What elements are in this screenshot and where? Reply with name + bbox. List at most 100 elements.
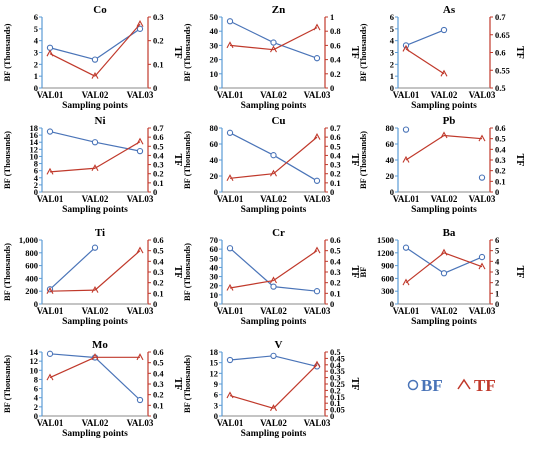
bf-point	[270, 152, 277, 159]
left-axis-label: BF (Thousands)	[182, 243, 192, 301]
left-axis-label: BF (Thousands)	[182, 355, 192, 413]
tf-point	[46, 373, 54, 381]
bf-line-segment	[405, 29, 445, 46]
tf-point	[402, 278, 410, 286]
left-tick-label: 1	[34, 71, 38, 81]
left-tick-label: 10	[30, 365, 39, 375]
left-tick-label: 0	[214, 299, 218, 309]
right-tick-label: 0.2	[153, 390, 164, 400]
bf-point	[478, 253, 486, 261]
right-tick-label: 0.8	[330, 26, 341, 36]
left-tick-label: 4	[34, 36, 39, 46]
tf-point	[91, 72, 99, 79]
left-tick-label: 5	[390, 24, 394, 34]
right-tick-label: 0.1	[153, 178, 164, 188]
left-axis-label: BF (Thousands)	[182, 131, 192, 189]
x-tick-label: VAL02	[260, 194, 287, 204]
left-tick-label: 3	[390, 48, 394, 58]
left-tick-label: 50	[210, 253, 219, 263]
tf-line-segment	[49, 356, 96, 379]
tf-point	[402, 155, 410, 163]
tf-line-segment	[229, 394, 274, 409]
right-axis-label: TF	[172, 266, 183, 279]
right-tick-label: 0.05	[330, 405, 345, 415]
left-tick-label: 40	[210, 155, 219, 165]
bf-point	[226, 129, 234, 136]
left-tick-label: 0	[34, 411, 38, 421]
bf-line-segment	[229, 20, 274, 44]
right-tick-label: 4	[495, 256, 500, 266]
right-axis-label: TF	[349, 46, 360, 59]
tf-line-segment	[405, 252, 445, 284]
left-tick-label: 1200	[377, 248, 394, 258]
chart-panel-zn: 0 10 20 30 40 50 0 0.2 0.4 0.6 0.8 1 VAL01 VAL02 VAL03…	[182, 4, 360, 111]
tf-point	[226, 41, 234, 49]
left-tick-label: 6	[390, 12, 394, 22]
right-tick-label: 0.2	[153, 36, 164, 46]
right-tick-label: 0	[495, 299, 499, 309]
x-axis-label: Sampling points	[241, 205, 307, 215]
x-tick-label: VAL02	[260, 418, 287, 428]
left-tick-label: 6	[34, 12, 38, 22]
right-axis-label: TF	[514, 46, 525, 59]
left-tick-label: 3	[214, 400, 218, 410]
bf-point	[440, 270, 448, 277]
left-tick-label: 20	[210, 171, 219, 181]
bf-point	[478, 174, 486, 181]
tf-point	[226, 283, 234, 291]
right-axis-label: TF	[172, 378, 183, 391]
right-tick-label: 0.7	[153, 123, 164, 133]
left-tick-label: 18	[30, 123, 39, 133]
right-tick-label: 0	[153, 411, 157, 421]
right-tick-label: 0.3	[153, 379, 164, 389]
x-tick-label: VAL03	[304, 90, 331, 100]
x-tick-label: VAL02	[82, 194, 109, 204]
x-axis-label: Sampling points	[411, 101, 477, 111]
left-tick-label: 800	[25, 248, 38, 258]
left-tick-label: 30	[210, 40, 219, 50]
panel-title: As	[443, 4, 456, 16]
x-tick-label: VAL01	[37, 90, 64, 100]
x-tick-label: VAL01	[37, 306, 64, 316]
right-tick-label: 0	[330, 83, 334, 93]
left-tick-label: 8	[34, 374, 38, 384]
right-axis-label: TF	[514, 266, 525, 279]
x-axis-label: Sampling points	[411, 205, 477, 215]
chart-panel-v: 036912151800.050.10.150.20.250.30.350.40…	[182, 339, 360, 439]
right-tick-label: 1	[495, 288, 499, 298]
bf-line-segment	[229, 132, 274, 156]
tf-line-segment	[405, 48, 445, 75]
x-tick-label: VAL02	[431, 306, 458, 316]
right-tick-label: 0.2	[495, 166, 506, 176]
bf-point	[91, 244, 99, 251]
tf-point	[270, 276, 277, 284]
tf-point	[313, 23, 321, 31]
left-axis-label: BF (Thousands)	[2, 131, 12, 189]
left-tick-label: 16	[30, 130, 39, 140]
left-tick-label: 4	[390, 36, 395, 46]
left-axis-label: BF (Thousands)	[358, 131, 368, 189]
left-tick-label: 0	[34, 299, 38, 309]
left-tick-label: 60	[386, 139, 395, 149]
right-tick-label: 0.1	[495, 176, 506, 186]
right-tick-label: 6	[495, 235, 499, 245]
left-tick-label: 10	[210, 290, 219, 300]
bf-point	[313, 55, 321, 62]
tf-line-segment	[94, 141, 141, 169]
right-axis-label: TF	[514, 154, 525, 167]
left-tick-label: 5	[34, 24, 38, 34]
x-tick-label: VAL01	[393, 306, 420, 316]
right-tick-label: 0.3	[153, 160, 164, 170]
legend-tf-label: TF	[474, 376, 496, 395]
tf-line-segment	[49, 53, 96, 77]
left-tick-label: 0	[214, 411, 218, 421]
left-tick-label: 10	[210, 69, 219, 79]
right-tick-label: 0.4	[330, 55, 341, 65]
right-axis-label: TF	[349, 266, 360, 279]
left-tick-label: 14	[30, 137, 39, 147]
left-tick-label: 12	[30, 356, 39, 366]
right-tick-label: 0.1	[330, 288, 341, 298]
bf-line-segment	[273, 41, 318, 59]
